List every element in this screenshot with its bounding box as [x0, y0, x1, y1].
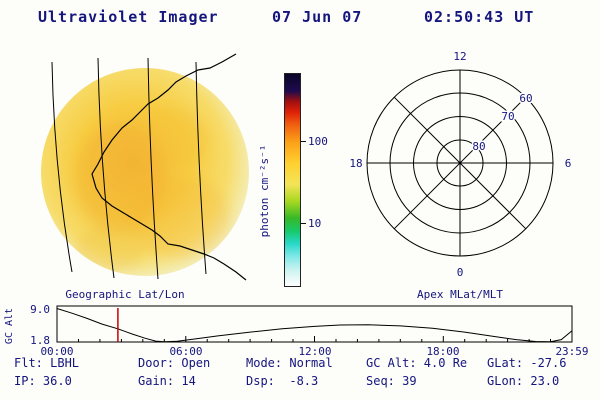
uv-disk-image [41, 53, 249, 281]
mlat-label-80: 80 [472, 140, 485, 153]
status-seq: Seq: 39 [366, 374, 417, 388]
left-panel-caption: Geographic Lat/Lon [65, 288, 185, 301]
mlt-label-12: 12 [453, 50, 466, 63]
mlt-label-18: 18 [349, 157, 362, 170]
mlat-label-70: 70 [501, 110, 514, 123]
status-glat: GLat: -27.6 [487, 356, 567, 370]
x-tick-2359: 23:59 [555, 345, 588, 358]
status-glon: GLon: 23.0 [487, 374, 560, 388]
mlt-spokes [367, 70, 553, 256]
mlt-label-6: 6 [565, 157, 572, 170]
x-tick-0000: 00:00 [40, 345, 73, 358]
geographic-grid-lines [51, 57, 207, 280]
x-tick-1200: 12:00 [298, 345, 331, 358]
colorbar-unit-label: photon cm⁻²s⁻¹ [258, 144, 271, 238]
coastline-overlay [91, 53, 247, 281]
y-max-label: 9.0 [30, 303, 50, 316]
date-display: 07 Jun 07 [272, 8, 363, 26]
mlat-label-60: 60 [519, 92, 532, 105]
y-axis-title: GC Alt [4, 308, 15, 344]
status-ip: IP: 36.0 [14, 374, 72, 388]
gc-alt-chart: GC Alt 9.0 1.8 00:00 06:00 12:00 18:00 2… [4, 303, 589, 358]
status-mode: Mode: Normal [246, 356, 333, 370]
colorbar [284, 73, 301, 287]
mlt-label-0: 0 [457, 266, 464, 279]
colorbar-label-10: 10 [308, 217, 322, 230]
x-tick-1800: 18:00 [426, 345, 459, 358]
status-dsp: Dsp: -8.3 [246, 374, 319, 388]
polar-grid-plot: 12 0 18 6 60 70 80 [349, 50, 572, 279]
status-door: Door: Open [138, 356, 211, 370]
orbit-altitude-curve [56, 308, 573, 343]
colorbar-label-100: 100 [308, 135, 328, 148]
status-gc-alt: GC Alt: 4.0 Re [366, 356, 468, 370]
x-tick-0600: 06:00 [169, 345, 202, 358]
time-display: 02:50:43 UT [424, 8, 535, 26]
status-flt: Flt: LBHL [14, 356, 80, 370]
status-gain: Gain: 14 [138, 374, 196, 388]
x-tick-labels: 00:00 06:00 12:00 18:00 23:59 [40, 345, 588, 358]
colorbar-tick-10 [301, 223, 306, 224]
colorbar-tick-100 [301, 141, 306, 142]
right-panel-caption: Apex MLat/MLT [416, 288, 504, 301]
app-title: Ultraviolet Imager [38, 8, 219, 26]
y-min-label: 1.8 [30, 334, 50, 347]
